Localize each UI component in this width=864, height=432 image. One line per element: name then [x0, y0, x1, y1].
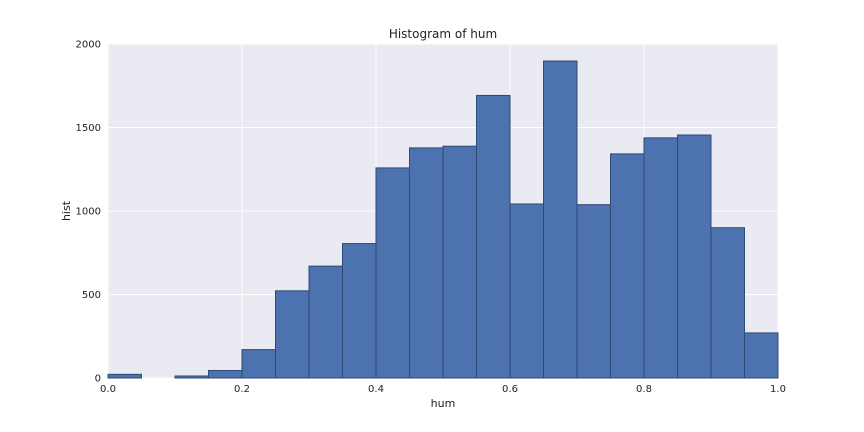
x-tick-label: 0.0: [100, 384, 116, 395]
histogram-bar-3: [208, 369, 243, 379]
y-tick-label: 1000: [76, 207, 101, 218]
histogram-bar-6: [308, 265, 343, 379]
histogram-bar-10: [442, 145, 477, 379]
histogram-bar-8: [375, 167, 410, 379]
y-tick-label: 0: [95, 374, 101, 385]
histogram-bar-13: [543, 60, 578, 379]
y-tick-label: 1500: [76, 123, 101, 134]
histogram-bar-15: [610, 153, 645, 379]
x-axis-label: hum: [431, 397, 456, 410]
x-tick-label: 0.4: [368, 384, 384, 395]
y-tick-label: 500: [82, 290, 101, 301]
y-tick-labels: 0 500 1000 1500 2000: [76, 40, 101, 385]
histogram-bar-11: [476, 94, 511, 379]
chart-title: Histogram of hum: [389, 27, 497, 41]
histogram-bar-5: [275, 290, 310, 379]
bars: [107, 60, 779, 379]
x-tick-label: 1.0: [770, 384, 786, 395]
x-tick-label: 0.6: [502, 384, 518, 395]
histogram-bar-12: [509, 203, 544, 379]
histogram-bar-18: [710, 227, 745, 379]
histogram-bar-9: [409, 147, 444, 379]
histogram-bar-17: [677, 134, 712, 379]
histogram-bar-4: [241, 349, 276, 379]
x-tick-label: 0.8: [636, 384, 652, 395]
histogram-bar-0: [107, 373, 142, 379]
histogram-bar-16: [643, 137, 678, 379]
histogram-bar-14: [576, 204, 611, 379]
histogram-bar-7: [342, 243, 377, 379]
x-tick-label: 0.2: [234, 384, 250, 395]
y-tick-label: 2000: [76, 40, 101, 51]
y-axis-label: hist: [60, 200, 73, 221]
histogram-bar-2: [174, 375, 209, 379]
x-tick-labels: 0.0 0.2 0.4 0.6 0.8 1.0: [100, 384, 786, 395]
histogram-bar-19: [744, 332, 779, 379]
